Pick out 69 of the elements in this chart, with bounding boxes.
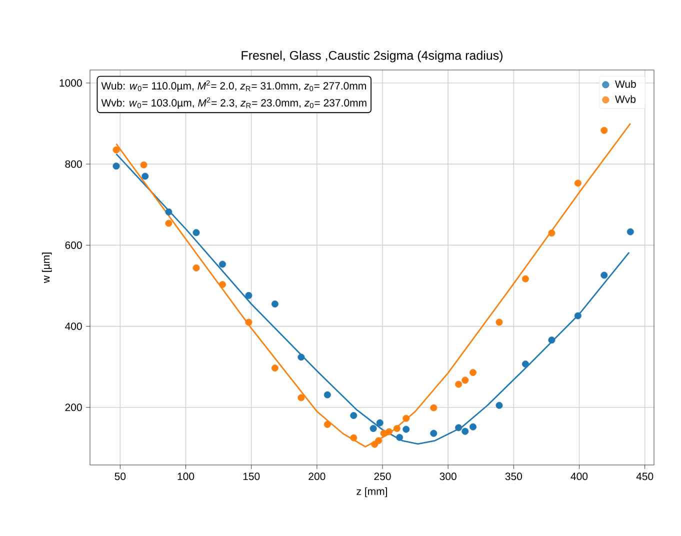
point [112,162,120,170]
point [140,161,148,168]
x-tick-label: 450 [636,472,654,480]
point [386,428,393,436]
point [271,364,278,372]
point [271,300,278,308]
point [470,369,477,376]
point [245,318,252,326]
x-tick-label: 350 [505,472,522,480]
x-tick-label: 200 [308,472,326,480]
x-tick-label: 150 [243,472,260,480]
point [192,264,200,272]
y-tick-label: 600 [65,241,82,249]
point [626,228,634,236]
point [574,180,582,187]
point [522,275,529,282]
legend-label: Wvb [615,95,636,103]
x-tick-label: 100 [178,472,194,480]
point [574,312,582,320]
point [165,208,172,216]
point [522,360,529,368]
point [430,430,438,437]
point [350,412,358,420]
point [548,336,556,344]
point [455,424,462,432]
y-tick-label: 400 [65,322,82,330]
point [324,420,331,428]
point [380,430,388,437]
point [470,423,477,430]
point [548,230,556,237]
y-tick-label: 800 [65,160,82,168]
x-tick-label: 250 [374,472,391,480]
point [370,424,377,432]
text: Wvb: w$_{0}$= 103.0µm, M$^{2}$= 2.3, z$_{R}$= 23.0mm, z$_{0}$= 237.0mm [101,97,366,109]
point [112,146,120,154]
point [350,434,358,442]
x-tick-label: 400 [570,472,588,480]
point [462,428,469,435]
point [496,318,503,326]
x-tick-label: 300 [440,472,456,480]
point [462,376,469,384]
point [218,260,226,268]
chart-title: Fresnel, Glass ,Caustic 2sigma (4sigma radius) [242,50,502,62]
point [396,434,404,441]
point [324,391,331,398]
text: Wub: w$_{0}$= 110.0µm, M$^{2}$= 2.0, z$_{R}$= 31.0mm, z$_{0}$= 277.0mm [101,80,366,92]
point [375,437,382,444]
point [192,229,200,236]
point [455,380,462,388]
point [298,394,305,402]
point [142,172,149,180]
y-tick-label: 1000 [60,79,82,87]
y-tick-label: 200 [65,404,82,412]
point [376,419,384,426]
point [496,402,503,409]
point [430,404,438,412]
y-axis-title: w [µm] [42,252,52,284]
point [245,292,252,299]
x-tick-label: 50 [114,472,126,480]
point [402,426,410,433]
legend-label: Wub [615,80,636,88]
point [600,126,608,134]
x-axis-title: z [mm] [356,487,388,498]
point [165,220,172,227]
point [600,272,608,279]
point [298,354,305,361]
point [402,414,410,422]
point [218,281,226,288]
point [393,424,400,432]
